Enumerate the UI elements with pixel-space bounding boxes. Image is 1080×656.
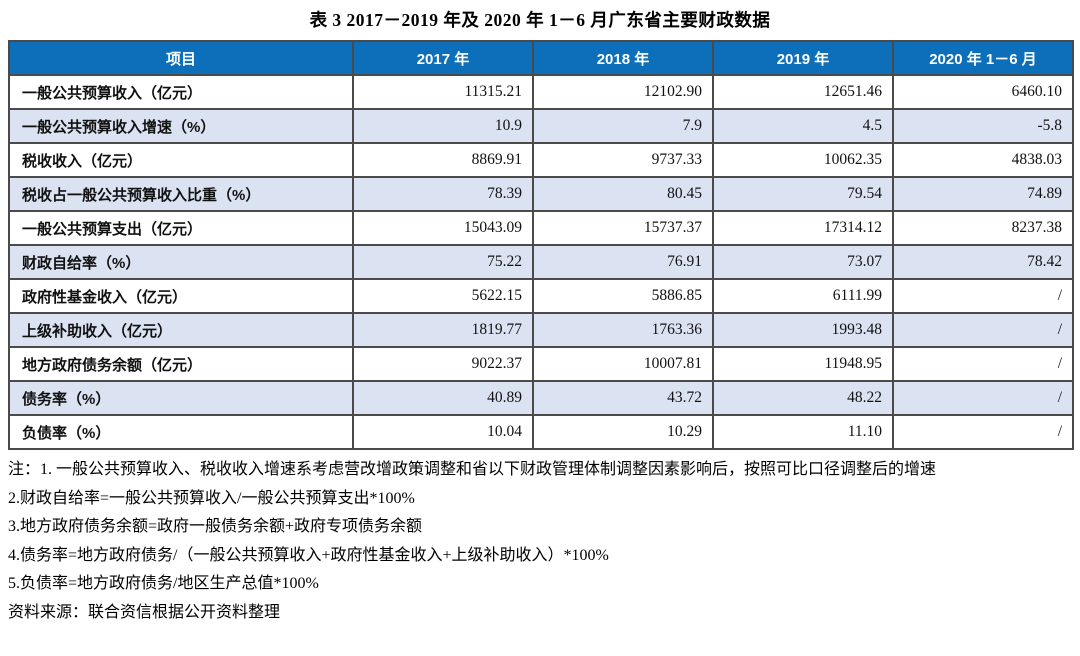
row-label: 税收占一般公共预算收入比重（%） [8,176,354,212]
value-cell: 78.39 [352,176,534,212]
header-cell-period: 2018 年 [532,40,714,76]
value-cell: 76.91 [532,244,714,280]
row-label: 一般公共预算收入增速（%） [8,108,354,144]
value-cell: 48.22 [712,380,894,416]
row-label: 政府性基金收入（亿元） [8,278,354,314]
value-cell: 80.45 [532,176,714,212]
value-cell: 73.07 [712,244,894,280]
table-row: 债务率（%） 40.89 43.72 48.22/ [8,380,1074,416]
value-cell: 10007.81 [532,346,714,382]
row-label: 上级补助收入（亿元） [8,312,354,348]
header-cell-item: 项目 [8,40,354,76]
value-cell: / [892,414,1074,450]
value-cell: 7.9 [532,108,714,144]
table-row: 政府性基金收入（亿元） 5622.15 5886.85 6111.99/ [8,278,1074,314]
header-row: 项目 2017 年 2018 年 2019 年 2020 年 1－6 月 [8,40,1074,76]
note-line: 4.债务率=地方政府债务/（一般公共预算收入+政府性基金收入+上级补助收入）*1… [8,546,609,564]
value-cell: 17314.12 [712,210,894,246]
table-row: 税收占一般公共预算收入比重（%） 78.39 80.45 79.54 74.89 [8,176,1074,212]
note-line: 2.财政自给率=一般公共预算收入/一般公共预算支出*100% [8,489,415,507]
value-cell: 9737.33 [532,142,714,178]
footnotes: 注：1. 一般公共预算收入、税收收入增速系考虑营改增政策调整和省以下财政管理体制… [8,456,1072,627]
value-cell: 10062.35 [712,142,894,178]
value-cell: 11.10 [712,414,894,450]
row-label: 地方政府债务余额（亿元） [8,346,354,382]
table-row: 负债率（%） 10.04 10.29 11.10/ [8,414,1074,450]
table-title: 表 3 2017－2019 年及 2020 年 1－6 月广东省主要财政数据 [309,10,771,30]
value-cell: 43.72 [532,380,714,416]
value-cell: 11948.95 [712,346,894,382]
row-label: 财政自给率（%） [8,244,354,280]
value-cell: 10.29 [532,414,714,450]
table-row: 财政自给率（%） 75.22 76.91 73.07 78.42 [8,244,1074,280]
row-label: 债务率（%） [8,380,354,416]
value-cell: 15737.37 [532,210,714,246]
table-row: 一般公共预算收入（亿元） 11315.21 12102.90 12651.46 6460… [8,74,1074,110]
row-label: 一般公共预算支出（亿元） [8,210,354,246]
value-cell: 74.89 [892,176,1074,212]
value-cell: 75.22 [352,244,534,280]
value-cell: 8237.38 [892,210,1074,246]
value-cell: 79.54 [712,176,894,212]
value-cell: -5.8 [892,108,1074,144]
value-cell: 6111.99 [712,278,894,314]
value-cell: / [892,278,1074,314]
fiscal-data-table: 项目 2017 年 2018 年 2019 年 2020 年 1－6 月 一般公共预算收… [8,40,1074,450]
value-cell: 9022.37 [352,346,534,382]
value-cell: / [892,312,1074,348]
note-line: 3.地方政府债务余额=政府一般债务余额+政府专项债务余额 [8,518,423,535]
table-row: 一般公共预算收入增速（%） 10.9 7.9 4.5 -5.8 [8,108,1074,144]
value-cell: 1819.77 [352,312,534,348]
table-row: 上级补助收入（亿元） 1819.77 1763.36 1993.48/ [8,312,1074,348]
value-cell: 5886.85 [532,278,714,314]
value-cell: 5622.15 [352,278,534,314]
value-cell: 12651.46 [712,74,894,110]
value-cell: 1993.48 [712,312,894,348]
value-cell: 4838.03 [892,142,1074,178]
value-cell: 4.5 [712,108,894,144]
value-cell: 78.42 [892,244,1074,280]
value-cell: 40.89 [352,380,534,416]
note-line: 注：1. 一般公共预算收入、税收收入增速系考虑营改增政策调整和省以下财政管理体制… [8,461,937,478]
value-cell: 11315.21 [352,74,534,110]
header-cell-period: 2017 年 [352,40,534,76]
source-line: 资料来源：联合资信根据公开资料整理 [8,603,281,621]
row-label: 税收收入（亿元） [8,142,354,178]
header-cell-period: 2019 年 [712,40,894,76]
table-row: 一般公共预算支出（亿元） 15043.09 15737.37 17314.12 8237… [8,210,1074,246]
value-cell: 6460.10 [892,74,1074,110]
value-cell: 12102.90 [532,74,714,110]
header-cell-period: 2020 年 1－6 月 [892,40,1074,76]
row-label: 一般公共预算收入（亿元） [8,74,354,110]
row-label: 负债率（%） [8,414,354,450]
value-cell: / [892,346,1074,382]
value-cell: 15043.09 [352,210,534,246]
table-row: 税收收入（亿元） 8869.91 9737.33 10062.35 4838.03 [8,142,1074,178]
value-cell: / [892,380,1074,416]
value-cell: 10.04 [352,414,534,450]
value-cell: 1763.36 [532,312,714,348]
value-cell: 10.9 [352,108,534,144]
value-cell: 8869.91 [352,142,534,178]
note-line: 5.负债率=地方政府债务/地区生产总值*100% [8,575,319,592]
table-row: 地方政府债务余额（亿元） 9022.37 10007.81 11948.95/ [8,346,1074,382]
